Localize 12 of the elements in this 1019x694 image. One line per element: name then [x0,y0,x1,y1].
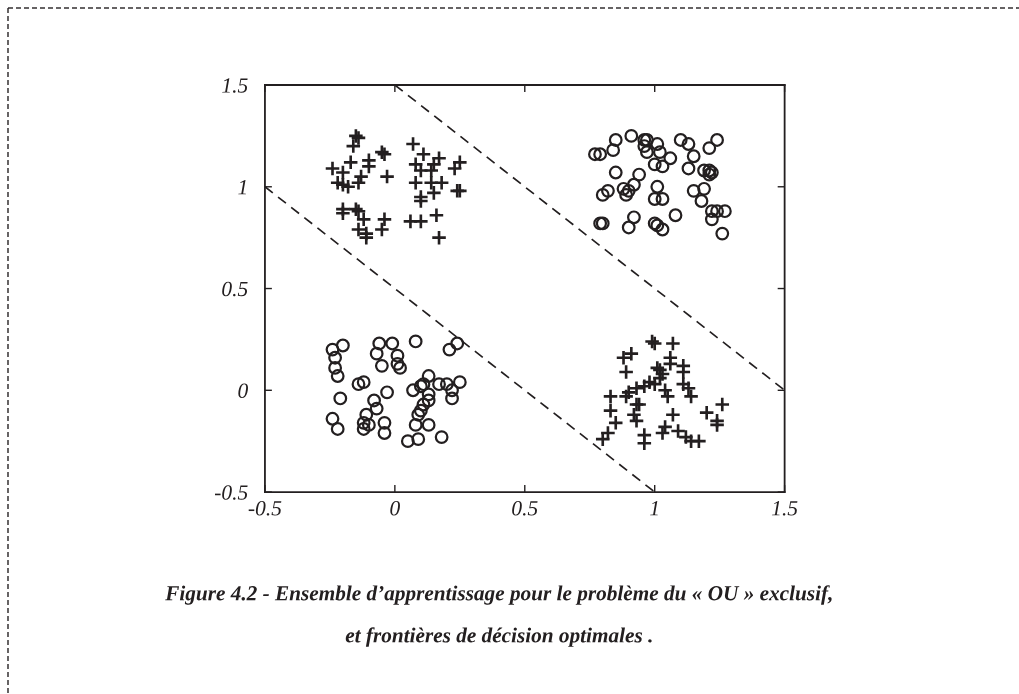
x-tick-label: -0.5 [248,501,282,516]
y-tick-label: 0 [238,383,248,398]
caption: Figure 4.2 - Ensemble d’apprentissage pour le problème du « OU » exclusif, [165,585,832,605]
x-tick-label: 1 [650,501,658,516]
y-tick-label: 1.5 [222,78,248,93]
x-tick-label: 1.5 [771,501,798,516]
x-tick-label: 0 [390,501,400,516]
y-tick-label: 1 [238,180,246,195]
y-tick-label: 0.5 [222,281,248,297]
y-tick-label: -0.5 [215,485,248,500]
text: et frontières de décision optimales . [345,627,652,647]
x-tick-label: 0.5 [512,501,538,516]
